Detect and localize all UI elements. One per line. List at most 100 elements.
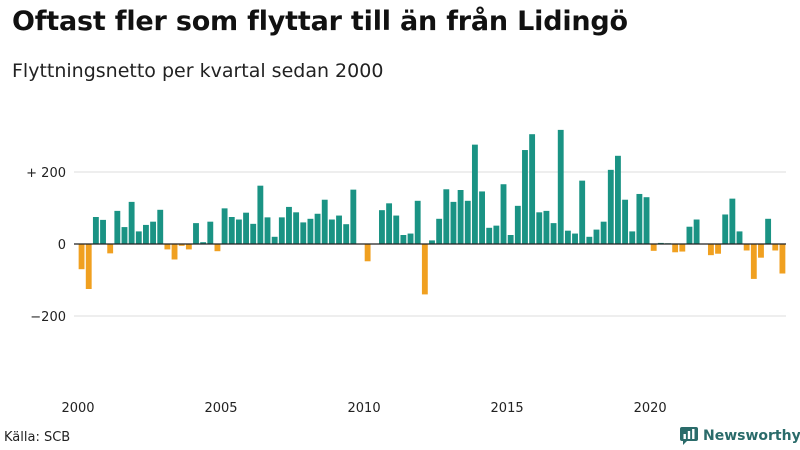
bar (407, 233, 414, 244)
bar (600, 221, 607, 244)
bar (529, 134, 536, 244)
bar (693, 219, 700, 244)
bar (214, 244, 221, 252)
bar (758, 244, 764, 258)
bar (743, 244, 750, 251)
bar (107, 244, 114, 254)
x-tick-label: 2000 (61, 401, 94, 416)
bar (564, 230, 571, 244)
y-tick-label: 0 (58, 238, 66, 253)
x-axis-labels: 2000 2005 2010 2015 2020 (61, 401, 666, 416)
bar (471, 144, 478, 244)
source-note: Källa: SCB (4, 430, 71, 445)
brand-name: Newsworthy (703, 428, 800, 444)
bar (143, 224, 149, 244)
x-tick-label: 2005 (204, 401, 237, 416)
bar (264, 217, 271, 244)
bar (207, 221, 214, 244)
newsworthy-chart-icon (680, 427, 698, 445)
bar (343, 224, 350, 244)
chart-title: Oftast fler som flyttar till än från Lid… (12, 6, 628, 37)
chart-subtitle: Flyttningsnetto per kvartal sedan 2000 (12, 60, 384, 82)
bar (650, 244, 657, 251)
bar (400, 235, 407, 244)
bar (429, 240, 435, 244)
bar (607, 169, 614, 244)
bar (243, 212, 249, 244)
bar (78, 244, 85, 270)
x-tick-label: 2020 (634, 401, 667, 416)
bar (615, 155, 621, 244)
bar (479, 191, 485, 244)
bar (507, 235, 514, 244)
bar (221, 208, 228, 244)
bar (293, 212, 300, 244)
bar (271, 236, 278, 244)
bar (772, 244, 779, 251)
bar (536, 212, 543, 244)
bar (228, 217, 235, 244)
bar (85, 244, 92, 289)
bar (557, 129, 564, 244)
bar (572, 233, 578, 244)
bar (579, 180, 586, 244)
bar (457, 190, 464, 244)
bar (493, 225, 500, 244)
bar (364, 244, 371, 262)
bar (672, 244, 679, 253)
grid-lines (74, 171, 786, 317)
bar (514, 205, 521, 244)
bar (736, 231, 743, 244)
bar (128, 201, 135, 244)
brand-logo: Newsworthy (680, 427, 800, 445)
y-tick-label: + 200 (26, 166, 66, 181)
bar (779, 244, 786, 274)
bar (715, 244, 721, 254)
bar (550, 223, 557, 244)
bar (193, 223, 199, 244)
bar (164, 244, 171, 250)
bar (414, 200, 421, 244)
bar (436, 218, 443, 244)
bar (92, 217, 99, 244)
bar (307, 218, 314, 244)
bar (421, 244, 428, 295)
bar (636, 193, 643, 244)
bar (321, 199, 328, 244)
y-tick-label: −200 (30, 310, 66, 325)
y-axis-labels: + 200 0 −200 (26, 166, 66, 325)
bar (150, 221, 157, 244)
bar (336, 215, 342, 244)
bar (100, 219, 106, 244)
bar (586, 236, 593, 244)
bar (450, 201, 457, 244)
bar (386, 203, 393, 244)
bar (250, 223, 257, 244)
bar (200, 242, 207, 244)
bar (443, 189, 450, 244)
bar (257, 185, 264, 244)
bar (686, 226, 693, 244)
bar (135, 231, 142, 244)
bar (486, 227, 493, 244)
bar (622, 199, 629, 244)
bar (235, 219, 242, 244)
bars (78, 129, 786, 295)
bar (593, 229, 600, 244)
bar (178, 244, 185, 246)
bar (114, 210, 121, 244)
bar (707, 244, 714, 256)
bar (393, 215, 400, 244)
bar (278, 217, 285, 244)
bar (171, 244, 178, 260)
bar (286, 206, 292, 244)
bar (300, 222, 307, 244)
bar (185, 244, 192, 250)
bar (314, 213, 321, 244)
bar (679, 244, 686, 252)
bar (765, 218, 772, 244)
bar (750, 244, 757, 279)
bar (643, 197, 650, 244)
bar (629, 231, 636, 244)
